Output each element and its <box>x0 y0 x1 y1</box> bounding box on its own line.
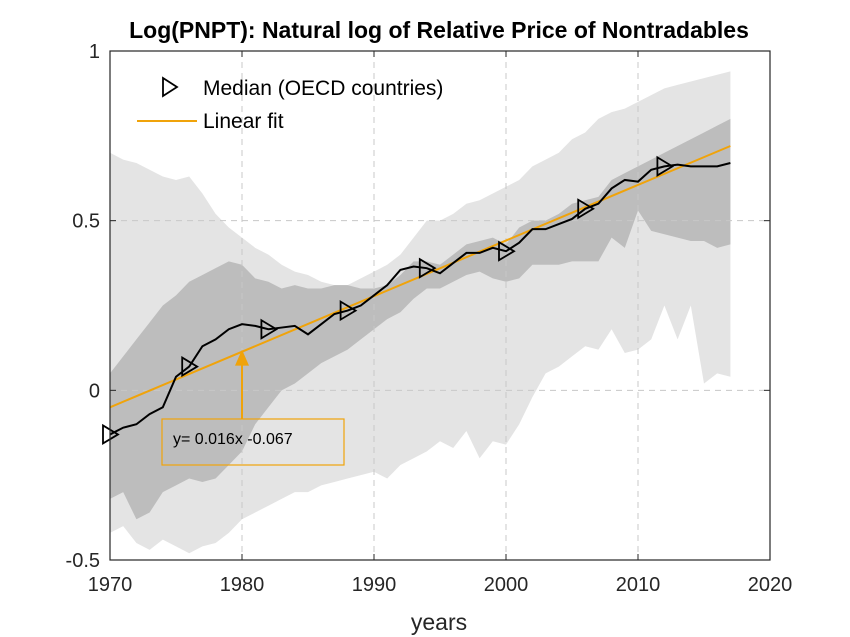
plot-frame <box>109 50 771 561</box>
tick-labels: 1970 1980 1990 2000 2010 2020 -0.5 0 0.5 1 <box>66 41 793 596</box>
y-tick-label: 0 <box>89 380 100 402</box>
median-marker <box>260 318 279 340</box>
outer-percentile-band <box>110 71 731 554</box>
x-tick-label: 1990 <box>352 574 397 596</box>
legend: Median (OECD countries) Linear fit <box>137 76 443 133</box>
x-tick-label: 2000 <box>484 574 529 596</box>
annotation: y= 0.016x -0.067 <box>161 349 345 466</box>
x-tick-label: 2020 <box>748 574 793 596</box>
median-marker <box>577 198 595 220</box>
median-marker <box>339 300 358 322</box>
legend-median-label: Median (OECD countries) <box>203 77 443 100</box>
median-marker <box>498 240 516 262</box>
annotation-arrow-head <box>235 349 249 366</box>
annotation-text: y= 0.016x -0.067 <box>173 431 293 448</box>
chart-title: Log(PNPT): Natural log of Relative Price… <box>129 17 749 43</box>
axes <box>109 50 771 561</box>
percentile-bands <box>110 71 731 554</box>
annotation-box <box>161 418 345 466</box>
legend-fit-label: Linear fit <box>203 110 284 133</box>
inner-percentile-band <box>110 118 731 520</box>
x-tick-label: 1970 <box>88 574 133 596</box>
series-layer <box>102 145 731 446</box>
median-marker <box>181 355 199 378</box>
x-tick-label: 2010 <box>616 574 661 596</box>
x-axis-label: years <box>411 609 467 635</box>
median-marker <box>418 257 437 279</box>
legend-median-marker <box>162 76 179 98</box>
gridlines <box>110 51 770 560</box>
y-tick-label: -0.5 <box>66 550 100 572</box>
median-marker <box>656 155 675 177</box>
y-tick-label: 0.5 <box>72 211 100 233</box>
x-tick-label: 1980 <box>220 574 265 596</box>
y-tick-label: 1 <box>89 41 100 63</box>
